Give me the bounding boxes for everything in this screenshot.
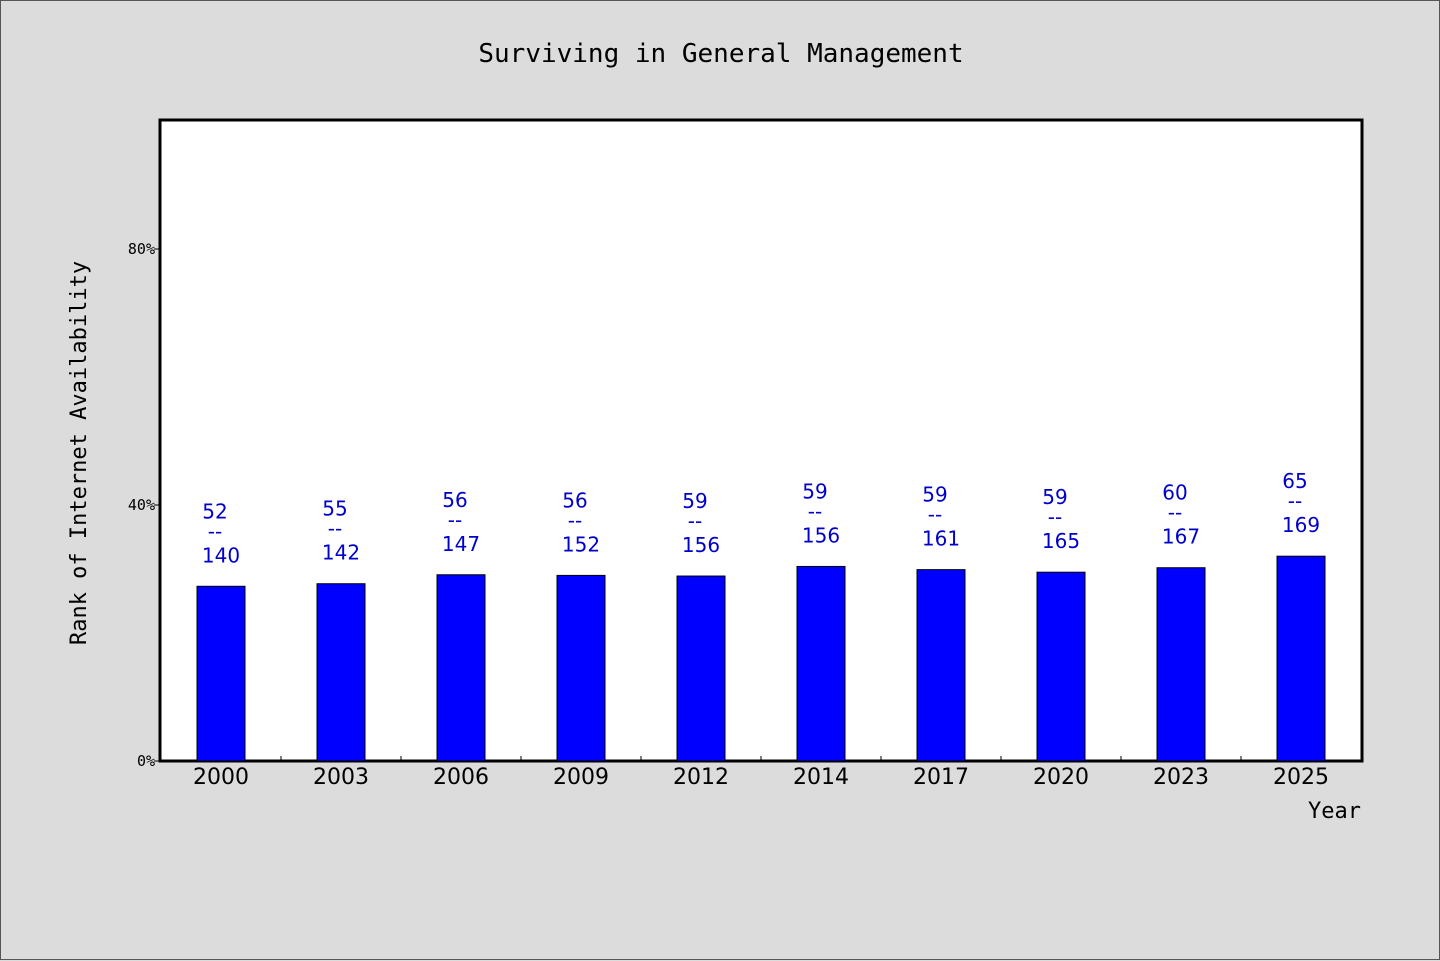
data-label-denominator: 140: [202, 543, 240, 567]
bar-2006: [436, 574, 486, 762]
x-tick-label: 2014: [793, 765, 849, 790]
data-label-numerator: 59: [682, 489, 707, 513]
data-label-separator: --: [448, 508, 462, 532]
x-tick-label: 2023: [1153, 765, 1209, 790]
data-label-denominator: 142: [322, 541, 360, 565]
bar-2023: [1156, 567, 1206, 762]
data-label-denominator: 161: [922, 527, 960, 551]
data-label-numerator: 59: [1042, 485, 1067, 509]
x-tick-label: 2003: [313, 765, 369, 790]
data-label-denominator: 165: [1042, 529, 1080, 553]
data-labels-group: 52--14055--14256--14756--15259--15659--1…: [202, 469, 1320, 567]
x-tick-label: 2017: [913, 765, 969, 790]
x-tick-label: 2025: [1273, 765, 1329, 790]
data-label-numerator: 55: [322, 497, 347, 521]
y-tick-label: 40%: [128, 496, 155, 514]
data-label-denominator: 169: [1282, 513, 1320, 537]
x-axis: 2000 2003 2006 2009 2012 2014 2017 2020 2023 2025: [193, 756, 1329, 790]
bar-2020: [1036, 571, 1086, 762]
x-tick-label: 2012: [673, 765, 729, 790]
data-label-numerator: 56: [442, 488, 467, 512]
data-label-separator: --: [1168, 501, 1182, 525]
x-axis-title: Year: [1308, 799, 1361, 824]
data-label-separator: --: [808, 499, 822, 523]
data-label-denominator: 156: [802, 523, 840, 547]
bar-2000: [196, 585, 246, 762]
y-tick-label: 0%: [137, 752, 155, 770]
x-tick-label: 2000: [193, 765, 249, 790]
y-axis: 0% 40% 80%: [128, 240, 161, 770]
x-tick-label: 2006: [433, 765, 489, 790]
bars-group: [196, 555, 1326, 762]
bar-2025: [1276, 555, 1326, 762]
y-tick-label: 80%: [128, 240, 155, 258]
y-axis-title: Rank of Internet Availability: [67, 261, 92, 645]
data-label-numerator: 52: [202, 499, 227, 523]
bar-2003: [316, 583, 366, 762]
data-label-numerator: 59: [922, 483, 947, 507]
bar-2014: [796, 565, 846, 762]
data-label-numerator: 65: [1282, 469, 1307, 493]
data-label-separator: --: [928, 503, 942, 527]
data-label-denominator: 156: [682, 533, 720, 557]
data-label-separator: --: [328, 517, 342, 541]
data-label-separator: --: [688, 509, 702, 533]
data-label-separator: --: [568, 508, 582, 532]
data-label-numerator: 56: [562, 488, 587, 512]
data-label-denominator: 147: [442, 532, 480, 556]
data-label-denominator: 167: [1162, 525, 1200, 549]
data-label-separator: --: [208, 519, 222, 543]
bar-2017: [916, 569, 966, 762]
chart-title: Surviving in General Management: [478, 39, 963, 69]
x-tick-label: 2020: [1033, 765, 1089, 790]
bar-2009: [556, 574, 606, 762]
data-label-numerator: 60: [1162, 481, 1187, 505]
data-label-denominator: 152: [562, 532, 600, 556]
data-label-separator: --: [1288, 489, 1302, 513]
data-label-separator: --: [1048, 505, 1062, 529]
bar-2012: [676, 575, 726, 762]
x-tick-label: 2009: [553, 765, 609, 790]
data-label-numerator: 59: [802, 479, 827, 503]
